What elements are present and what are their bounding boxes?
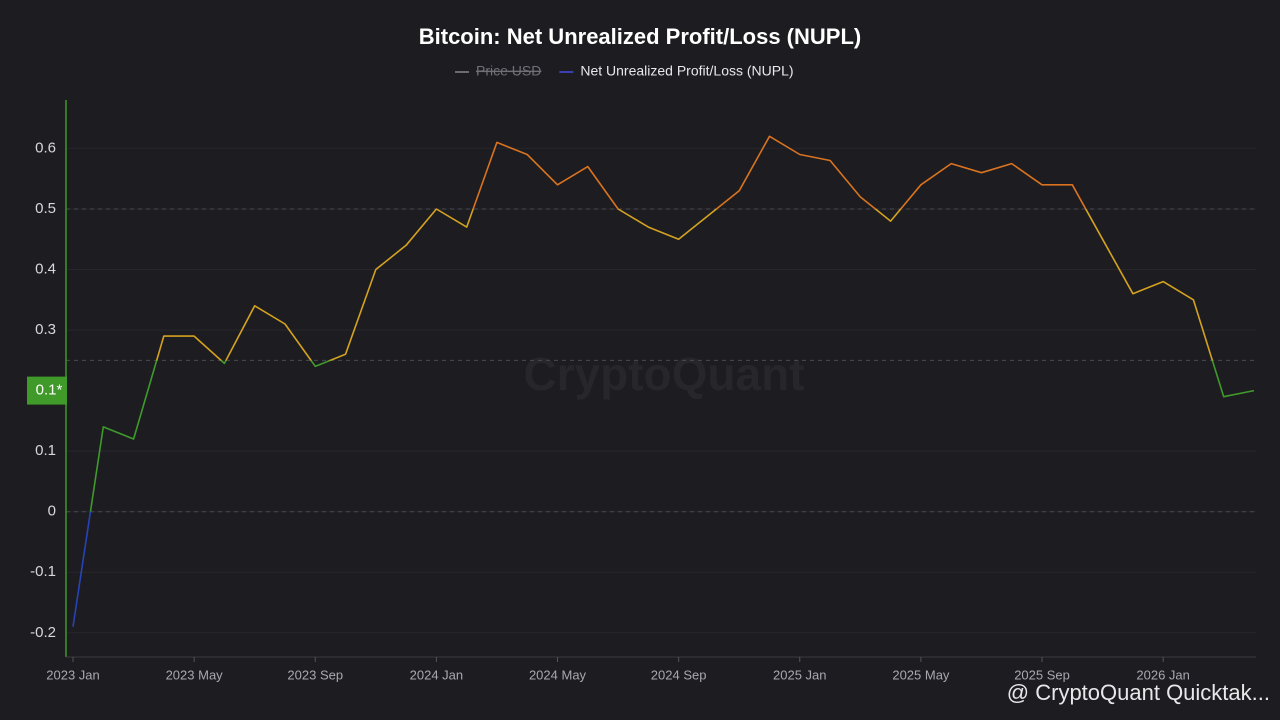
current-label: 0.1*	[36, 382, 63, 399]
y-tick-label: 0.4	[35, 260, 56, 277]
y-tick-label: -0.2	[30, 624, 56, 641]
footer: @ CryptoQuant Quicktak...	[1007, 680, 1270, 705]
y-tick-label: 0.5	[35, 200, 56, 217]
chart-title: Bitcoin: Net Unrealized Profit/Loss (NUP…	[419, 24, 861, 49]
watermark: CryptoQuant	[523, 348, 804, 400]
x-tick-label: 2024 Sep	[651, 667, 707, 682]
x-tick-label: 2025 Jan	[773, 667, 827, 682]
legend-label: Net Unrealized Profit/Loss (NUPL)	[580, 63, 793, 79]
x-tick-label: 2025 Sep	[1014, 667, 1070, 682]
x-tick-label: 2024 May	[529, 667, 587, 682]
y-tick-label: 0.3	[35, 321, 56, 338]
x-tick-label: 2023 Sep	[287, 667, 343, 682]
x-tick-label: 2026 Jan	[1136, 667, 1190, 682]
y-tick-label: -0.1	[30, 563, 56, 580]
grid	[66, 147, 1256, 634]
y-tick-label: 0	[48, 503, 56, 520]
y-tick-label: 0.6	[35, 139, 56, 156]
legend-label: Price USD	[476, 63, 541, 79]
legend: Price USD Net Unrealized Profit/Loss (NUP…	[455, 63, 794, 79]
y-tick-label: 0.1	[35, 442, 56, 459]
x-tick-label: 2025 May	[892, 667, 950, 682]
current-badge	[27, 376, 67, 405]
nupl-line	[72, 135, 1255, 627]
x-tick-label: 2023 May	[166, 667, 224, 682]
x-tick-label: 2024 Jan	[410, 667, 464, 682]
x-tick-label: 2023 Jan	[46, 667, 100, 682]
